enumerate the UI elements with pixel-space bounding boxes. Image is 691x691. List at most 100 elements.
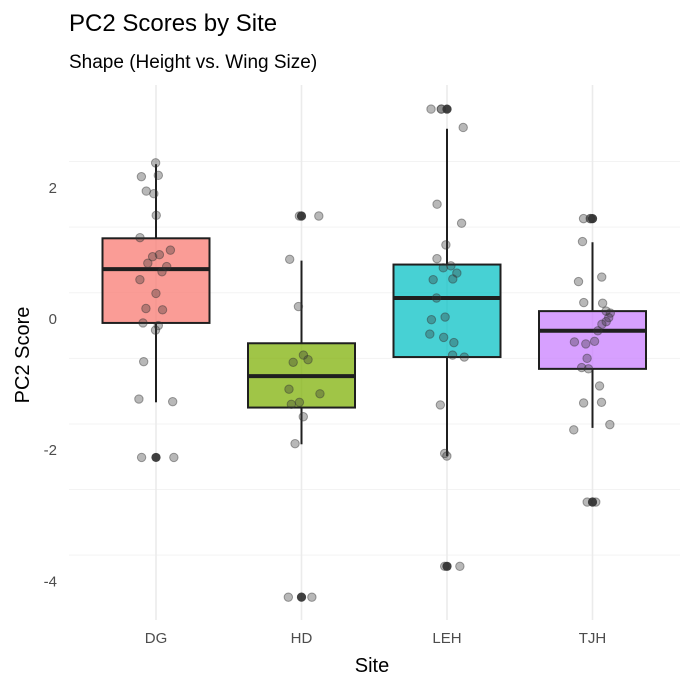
data-point <box>597 272 607 282</box>
data-point <box>151 210 161 221</box>
data-point <box>167 396 178 407</box>
data-point <box>456 218 467 228</box>
data-point <box>439 561 450 572</box>
data-point <box>315 389 325 399</box>
data-point <box>149 189 159 199</box>
data-point <box>438 263 448 273</box>
data-point <box>569 425 579 435</box>
data-point <box>446 261 456 271</box>
data-point <box>432 199 442 209</box>
data-point <box>157 305 168 315</box>
data-point <box>294 211 305 221</box>
data-point <box>435 400 446 410</box>
data-point <box>286 399 297 409</box>
chart-subtitle: Shape (Height vs. Wing Size) <box>69 52 317 73</box>
data-point <box>436 104 447 114</box>
data-point <box>138 318 148 328</box>
data-point <box>314 211 324 221</box>
outlier-point <box>442 561 452 571</box>
data-point <box>425 329 435 339</box>
iqr-box <box>392 263 502 359</box>
data-point <box>143 258 153 268</box>
y-tick-label: -2 <box>44 442 57 459</box>
data-point <box>153 170 164 181</box>
data-point <box>439 448 450 459</box>
data-point <box>589 336 600 347</box>
data-point <box>157 267 167 277</box>
data-point <box>601 306 611 316</box>
data-point <box>585 213 595 224</box>
data-point <box>458 122 468 133</box>
jitter-points <box>134 104 615 602</box>
data-point <box>452 268 462 278</box>
data-point <box>591 497 601 507</box>
data-point <box>141 303 151 314</box>
y-tick-label: 2 <box>49 180 57 197</box>
x-tick-label: HD <box>291 630 313 647</box>
data-point <box>294 397 305 408</box>
data-point <box>593 326 603 336</box>
data-point <box>577 236 588 247</box>
data-point <box>136 171 147 182</box>
data-point <box>585 213 596 224</box>
box-dg <box>101 164 211 463</box>
data-point <box>582 497 592 507</box>
x-tick-label: TJH <box>579 630 607 647</box>
data-point <box>135 232 145 243</box>
data-point <box>135 274 145 285</box>
y-tick-label: 0 <box>49 311 57 328</box>
box-tjh <box>538 214 647 507</box>
data-point <box>594 381 605 391</box>
data-point <box>169 452 179 463</box>
data-point <box>150 158 161 168</box>
data-point <box>605 308 615 318</box>
data-point <box>597 298 608 308</box>
data-point <box>154 250 165 260</box>
outlier-point <box>587 214 598 224</box>
data-point <box>448 274 458 284</box>
data-point <box>150 325 161 335</box>
data-point <box>601 316 611 327</box>
data-point <box>432 253 442 264</box>
data-point <box>455 561 465 572</box>
data-point <box>428 274 438 285</box>
data-point <box>136 452 147 463</box>
data-point <box>290 438 300 449</box>
data-point <box>436 104 447 114</box>
data-point <box>441 240 451 250</box>
y-axis-title: PC2 Score <box>12 307 34 404</box>
axis-labels: -4 -2 0 2 DG HD LEH TJH <box>44 180 607 647</box>
data-point <box>293 301 304 312</box>
data-point <box>597 319 607 329</box>
data-point <box>141 186 151 196</box>
iqr-box <box>101 237 211 324</box>
outlier-point <box>296 211 307 221</box>
data-point <box>307 592 317 602</box>
data-point <box>303 354 313 365</box>
data-point <box>573 276 584 287</box>
data-point <box>288 357 298 367</box>
data-point <box>576 362 587 373</box>
x-axis-title: Site <box>355 655 389 677</box>
data-point <box>426 104 436 114</box>
outlier-point <box>587 497 598 507</box>
box-layer <box>101 104 647 602</box>
y-tick-label: -4 <box>44 573 57 590</box>
data-point <box>578 398 589 408</box>
data-point <box>147 251 158 262</box>
outlier-point <box>151 452 161 463</box>
chart-title: PC2 Scores by Site <box>69 10 277 37</box>
data-point <box>431 293 442 303</box>
data-point <box>284 254 295 265</box>
data-point <box>604 312 614 323</box>
data-point <box>596 397 607 408</box>
data-point <box>447 350 458 360</box>
data-point <box>449 337 459 348</box>
box-leh <box>392 104 502 571</box>
x-tick-label: LEH <box>432 630 461 647</box>
data-point <box>138 356 149 367</box>
data-point <box>151 288 161 299</box>
data-point <box>440 312 450 322</box>
data-point <box>426 314 437 325</box>
